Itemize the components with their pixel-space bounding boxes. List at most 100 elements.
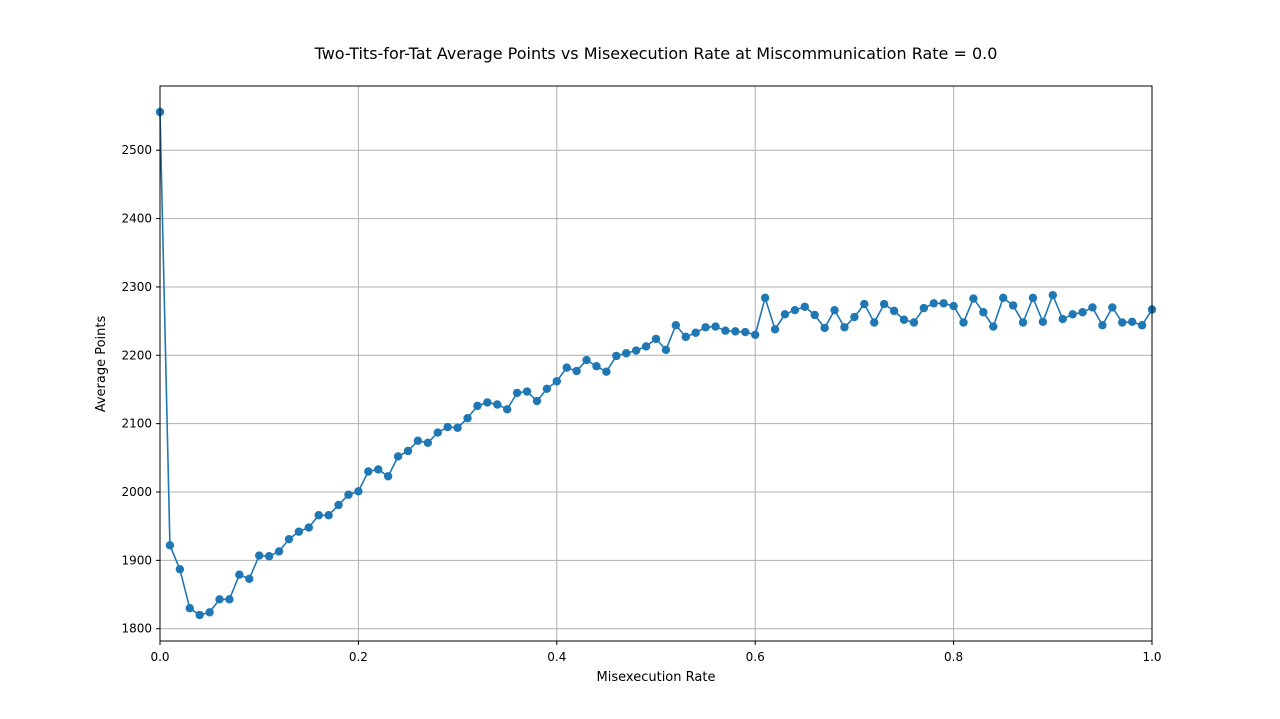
data-point	[612, 351, 621, 361]
data-point	[522, 387, 532, 396]
data-point	[622, 349, 631, 358]
data-point	[790, 305, 800, 315]
y-tick-label: 2500	[121, 143, 152, 157]
data-point	[304, 523, 313, 532]
data-point	[1127, 317, 1137, 327]
data-point	[691, 328, 700, 337]
data-point	[433, 428, 442, 437]
data-point	[264, 552, 274, 561]
data-point	[542, 384, 552, 393]
data-point	[751, 330, 760, 339]
data-point	[1038, 317, 1048, 327]
data-point	[215, 595, 224, 604]
x-axis-label: Misexecution Rate	[597, 670, 716, 685]
x-axis-ticks: 0.0 0.2 0.4 0.6 0.8 1.0	[150, 641, 1162, 664]
data-point	[334, 500, 343, 510]
data-point	[354, 487, 363, 496]
data-point	[503, 405, 512, 414]
data-point	[770, 325, 780, 334]
y-tick-label: 1800	[121, 622, 152, 636]
data-point	[344, 490, 353, 499]
data-point	[721, 326, 730, 335]
data-point	[493, 400, 502, 409]
x-tick-label: 0.8	[944, 650, 963, 664]
data-point	[800, 302, 809, 311]
data-point	[403, 446, 413, 456]
data-point	[175, 565, 185, 574]
data-point	[562, 363, 571, 372]
data-point	[185, 603, 194, 613]
data-point	[294, 527, 304, 536]
data-point	[1098, 321, 1107, 330]
grid-lines	[159, 86, 1153, 641]
data-point	[1048, 290, 1058, 300]
data-point	[245, 574, 254, 584]
y-tick-label: 2000	[121, 485, 152, 499]
data-point	[949, 301, 958, 311]
data-point	[393, 452, 403, 461]
data-point	[860, 299, 869, 309]
data-point	[364, 467, 373, 476]
x-tick-label: 0.4	[547, 650, 566, 664]
data-point	[899, 315, 909, 324]
x-tick-label: 0.0	[150, 650, 169, 664]
data-point	[324, 511, 333, 520]
data-point	[780, 310, 790, 319]
data-point	[979, 308, 988, 317]
y-axis-label: Average Points	[94, 315, 109, 412]
data-point	[959, 318, 968, 327]
data-point	[423, 438, 433, 447]
data-point	[889, 306, 899, 316]
y-tick-label: 1900	[121, 553, 152, 567]
data-point	[989, 322, 998, 331]
data-point	[969, 294, 978, 303]
y-tick-label: 2300	[121, 280, 152, 294]
data-point	[453, 423, 462, 432]
data-point	[681, 332, 690, 342]
data-point	[602, 367, 611, 376]
data-point	[731, 327, 740, 336]
data-point	[225, 595, 234, 604]
data-point	[1137, 321, 1147, 330]
x-tick-label: 0.2	[349, 650, 368, 664]
data-point	[1108, 303, 1117, 312]
data-point	[255, 551, 264, 560]
data-point	[443, 422, 452, 432]
data-point	[374, 465, 383, 474]
data-point	[235, 570, 244, 579]
data-point	[641, 342, 651, 351]
x-tick-label: 1.0	[1142, 650, 1161, 664]
data-point	[1028, 293, 1038, 303]
y-tick-label: 2400	[121, 212, 152, 226]
data-point	[552, 377, 561, 386]
data-point	[274, 547, 284, 556]
data-point	[999, 293, 1008, 303]
chart-title: Two-Tits-for-Tat Average Points vs Misex…	[314, 44, 998, 63]
data-point	[909, 318, 919, 327]
data-point	[701, 323, 710, 332]
plot-area-frame	[159, 85, 1153, 642]
data-point	[473, 401, 482, 411]
data-point	[1058, 314, 1067, 324]
data-point	[1018, 318, 1028, 327]
data-point	[1118, 318, 1127, 327]
data-point	[314, 511, 323, 520]
data-point	[1068, 310, 1077, 319]
data-point	[483, 398, 492, 407]
data-point	[582, 355, 591, 365]
y-tick-label: 2200	[121, 348, 152, 362]
data-point	[939, 299, 948, 308]
data-point	[463, 413, 472, 423]
data-point	[830, 305, 839, 315]
data-point	[532, 396, 542, 406]
data-point	[383, 472, 393, 481]
data-point	[850, 312, 859, 322]
data-point	[919, 303, 929, 313]
data-point	[651, 334, 661, 344]
y-tick-label: 2100	[121, 417, 152, 431]
x-tick-label: 0.6	[746, 650, 765, 664]
data-series	[155, 107, 1157, 620]
data-point	[572, 366, 581, 376]
data-point	[810, 310, 819, 320]
